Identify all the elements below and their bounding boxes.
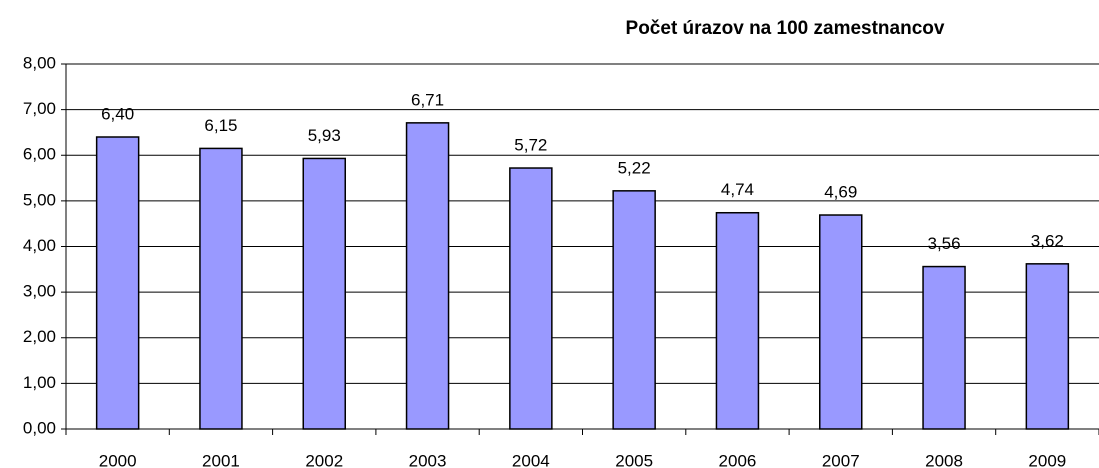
y-tick-label: 3,00 [23, 282, 56, 301]
bar [715, 211, 760, 430]
x-tick-label: 2006 [719, 451, 757, 468]
data-label: 6,15 [204, 116, 237, 135]
x-tick-label: 2003 [409, 451, 447, 468]
bar [302, 157, 346, 430]
y-tick-label: 1,00 [23, 373, 56, 392]
y-tick-label: 2,00 [23, 327, 56, 346]
x-tick-label: 2005 [615, 451, 653, 468]
x-tick-label: 2009 [1028, 451, 1066, 468]
y-tick-label: 5,00 [23, 190, 56, 209]
y-tick-label: 0,00 [23, 418, 56, 437]
y-tick-label: 6,00 [23, 145, 56, 164]
data-label: 3,56 [928, 234, 961, 253]
x-tick-label: 2000 [99, 451, 137, 468]
bar [509, 167, 553, 430]
y-tick-label: 7,00 [23, 99, 56, 118]
bar [405, 122, 450, 430]
data-label: 4,74 [721, 180, 754, 199]
bar [922, 265, 966, 430]
x-tick-label: 2008 [925, 451, 963, 468]
data-label: 4,69 [824, 183, 857, 202]
x-tick-label: 2002 [305, 451, 343, 468]
data-label: 5,72 [514, 136, 547, 155]
data-label: 6,40 [101, 104, 134, 123]
x-tick-label: 2007 [822, 451, 860, 468]
chart-title: Počet úrazov na 100 zamestnancov [626, 18, 945, 39]
data-label: 3,62 [1031, 231, 1064, 250]
bar [612, 190, 656, 430]
bar [199, 147, 243, 430]
bar [95, 136, 140, 430]
y-tick-label: 8,00 [23, 53, 56, 72]
data-label: 5,22 [618, 158, 651, 177]
x-tick-label: 2001 [202, 451, 240, 468]
bar [819, 214, 863, 430]
x-tick-label: 2004 [512, 451, 550, 468]
data-label: 6,71 [411, 90, 444, 109]
y-tick-label: 4,00 [23, 236, 56, 255]
data-label: 5,93 [308, 126, 341, 145]
bar [1025, 263, 1070, 430]
